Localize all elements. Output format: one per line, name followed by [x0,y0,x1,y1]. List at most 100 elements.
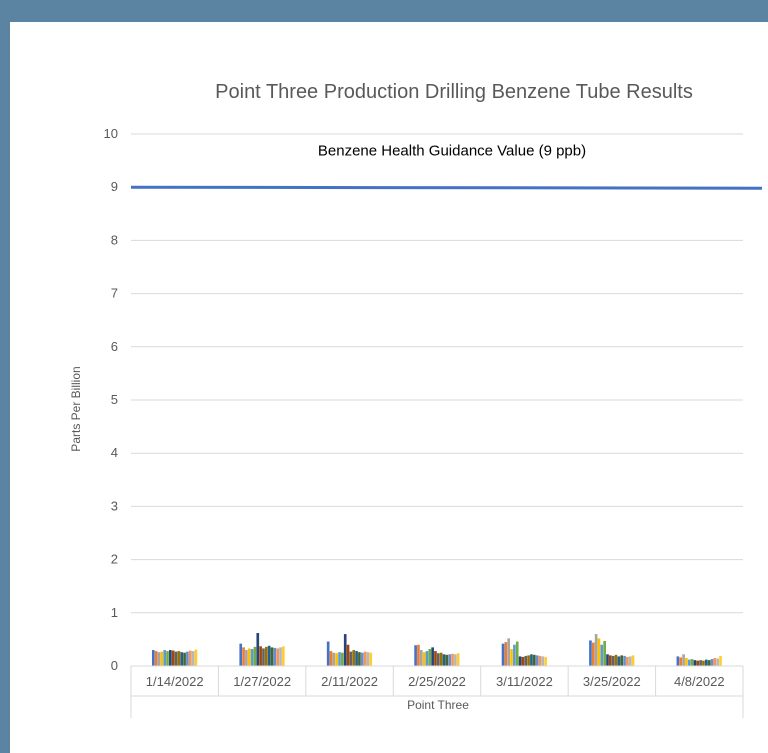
bar [682,654,685,666]
x-axis-title: Point Three [407,698,469,712]
bar [346,644,350,666]
bar [439,652,443,666]
bar [360,652,364,666]
x-tick-label: 1/14/2022 [146,674,204,689]
bar [163,650,166,666]
bar [431,647,434,666]
y-tick-label: 5 [111,392,118,407]
bar [507,638,511,666]
guidance-value-line [130,185,763,190]
bar [183,652,186,666]
bar [194,649,198,666]
chart-title: Point Three Production Drilling Benzene … [215,81,693,103]
bar [696,660,700,666]
bar [273,647,277,666]
x-tick-label: 4/8/2022 [674,674,725,689]
bar [363,651,367,666]
bar [166,651,169,666]
bar [518,656,522,666]
bar [603,640,606,666]
bar [513,644,516,666]
x-tick-label: 2/25/2022 [408,674,466,689]
bar [676,656,680,666]
bar [419,650,423,666]
bar [250,648,254,666]
bar [352,650,356,666]
bar [332,652,336,666]
bar [157,652,161,666]
bar [448,654,452,666]
bar [437,653,440,666]
bar [589,640,592,666]
y-tick-label: 8 [111,232,118,247]
bar [191,651,195,666]
bar [532,654,536,666]
bar [609,655,612,666]
bar [335,653,339,666]
bar [626,656,629,666]
bar [326,641,330,666]
bar [270,647,274,666]
bar [530,654,533,666]
bar [611,655,615,666]
bar [600,644,604,666]
bar [707,660,711,666]
bar [628,656,632,666]
bar [343,634,347,666]
bar [527,655,530,666]
bar [594,634,598,666]
bar [242,647,245,666]
bar [591,642,595,666]
guidance-value-label: Benzene Health Guidance Value (9 ppb) [318,142,586,159]
bar [369,652,373,666]
bar [710,659,714,666]
bar [355,651,358,666]
bar [524,655,528,666]
y-tick-label: 10 [104,126,118,141]
bar [606,654,609,666]
bar [713,658,717,666]
y-tick-label: 1 [111,605,118,620]
bar [425,651,429,666]
bar [186,651,189,666]
bar [719,655,722,666]
bar [631,655,635,666]
bar [515,641,519,666]
bar [442,654,446,666]
bar [329,651,333,666]
bar [341,652,344,666]
bar [623,655,626,666]
y-tick-label: 7 [111,286,118,301]
bar [538,655,542,666]
bar [267,645,271,666]
bar [264,646,268,666]
bar [501,643,505,666]
bar [535,655,539,666]
y-axis-title: Parts Per Billion [69,366,83,451]
bar [171,650,175,666]
bar [614,654,618,666]
bar [454,654,457,666]
bar [521,656,525,666]
y-tick-label: 0 [111,658,118,673]
chart: Point Three Production Drilling Benzene … [69,81,763,718]
bar [169,650,172,666]
bar [245,650,248,666]
x-tick-label: 3/25/2022 [583,674,641,689]
bar [253,646,257,666]
bar [160,651,164,666]
bar [687,659,691,666]
bar [276,648,279,666]
bar [704,659,708,666]
bar [188,650,192,666]
bar [597,638,601,666]
bar [256,633,260,666]
bar [685,658,688,666]
bar [445,654,449,666]
x-tick-label: 1/27/2022 [233,674,291,689]
bar [366,652,370,666]
bar [510,648,513,666]
bar [617,656,621,666]
bar [259,646,262,666]
bar [428,648,432,666]
